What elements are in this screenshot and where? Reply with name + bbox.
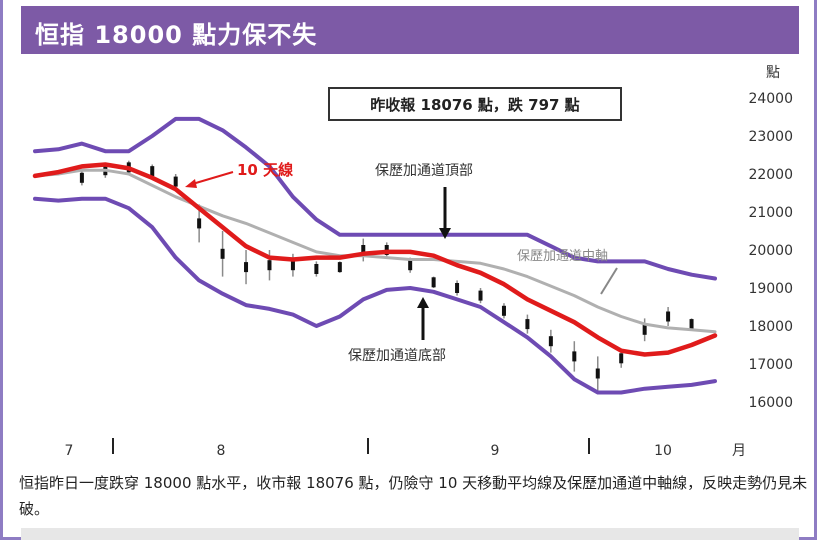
price-bars (79, 160, 694, 391)
y-tick-label: 20000 (748, 243, 793, 259)
middle-band-line (33, 168, 717, 334)
month-label: 9 (491, 443, 500, 459)
middle-band-annotation: 保歷加通道中軸 (517, 249, 618, 295)
y-tick-label: 24000 (748, 91, 793, 107)
upper-band-label: 保歷加通道頂部 (375, 163, 473, 179)
y-tick-label: 21000 (748, 205, 793, 221)
price-bar-body (666, 311, 671, 322)
y-axis-labels: 24000 23000 22000 21000 20000 19000 18000 17000… (748, 91, 793, 411)
month-label: 10 (654, 443, 672, 459)
lower-band-label: 保歷加通道底部 (348, 348, 446, 364)
y-tick-label: 16000 (748, 395, 793, 411)
price-bar-body (572, 351, 577, 362)
price-bar-body (619, 353, 624, 364)
price-bar-body (150, 166, 155, 177)
close-info-text: 昨收報 18076 點，跌 797 點 (370, 96, 579, 114)
upper-band-annotation: 保歷加通道頂部 (375, 163, 473, 239)
price-bar-body (267, 260, 272, 271)
close-info-box: 昨收報 18076 點，跌 797 點 (328, 87, 622, 121)
y-tick-label: 23000 (748, 129, 793, 145)
month-label: 8 (217, 443, 226, 459)
x-unit-label: 月 (732, 443, 746, 459)
y-tick-label: 17000 (748, 357, 793, 373)
ma10-line (32, 162, 718, 357)
price-bar-body (244, 262, 249, 273)
price-bar-body (197, 218, 202, 229)
price-bar-body (525, 319, 530, 330)
ma10-label: 10 天線 (237, 161, 293, 179)
chart-caption: 恒指昨日一度跌穿 18000 點水平，收市報 18076 點，仍險守 10 天移… (19, 474, 808, 518)
chart-title: 恒指 18000 點力保不失 (35, 21, 318, 49)
middle-band-label: 保歷加通道中軸 (517, 249, 608, 264)
price-bar-body (548, 336, 553, 347)
price-bar-body (361, 245, 366, 255)
price-bar-body (408, 260, 413, 271)
price-bar-body (478, 290, 483, 301)
price-bar-body (595, 368, 600, 379)
price-bar-body (173, 176, 178, 187)
price-bar-body (455, 283, 460, 293)
price-bar-body (689, 319, 694, 330)
y-tick-label: 22000 (748, 167, 793, 183)
lower-band-annotation: 保歷加通道底部 (348, 297, 446, 364)
hsi-chart-svg: 24000 23000 22000 21000 20000 19000 18000 17000… (32, 65, 793, 459)
price-bar-body (337, 262, 342, 273)
price-bar-body (642, 324, 647, 335)
ma10-annotation: 10 天線 (185, 161, 293, 188)
upper-band-line (33, 116, 717, 281)
price-bar-body (290, 260, 295, 271)
bottom-strip (21, 528, 799, 540)
month-label: 7 (65, 443, 74, 459)
y-unit-label: 點 (766, 65, 780, 81)
y-tick-label: 19000 (748, 281, 793, 297)
title-bar: 恒指 18000 點力保不失 (21, 6, 799, 54)
series-lines (32, 116, 718, 395)
price-bar-body (431, 277, 436, 288)
chart-area: 24000 23000 22000 21000 20000 19000 18000 17000… (21, 62, 799, 472)
price-bar-body (501, 305, 506, 316)
price-bar-body (79, 172, 84, 183)
lower-band-line (33, 196, 717, 395)
price-bar-body (314, 264, 319, 274)
price-bar-body (220, 248, 225, 259)
y-tick-label: 18000 (748, 319, 793, 335)
x-axis: 7 8 9 10 (65, 438, 672, 459)
